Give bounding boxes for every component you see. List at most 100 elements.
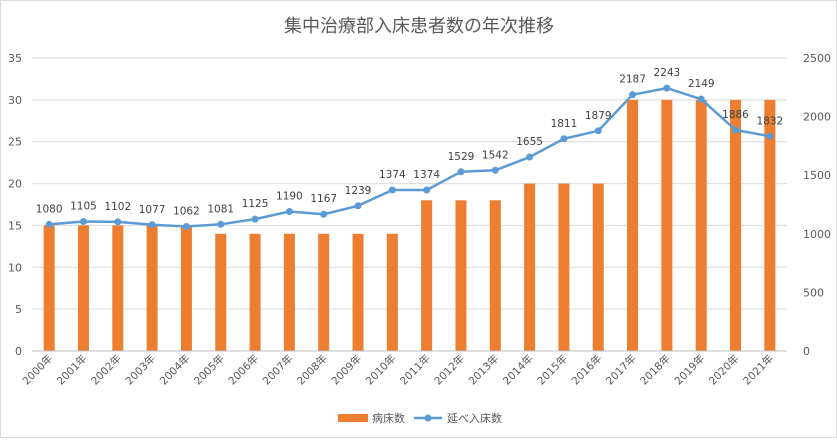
x-tick-label: 2010年 — [363, 352, 399, 388]
y-right-tick-label: 1000 — [803, 228, 831, 241]
series-line — [49, 86, 771, 228]
legend-swatch-bars — [338, 414, 368, 422]
data-label: 1077 — [139, 204, 166, 216]
line-point — [697, 95, 705, 103]
line-point — [251, 215, 259, 223]
x-tick-label: 2020年 — [706, 352, 742, 388]
data-label: 2149 — [688, 78, 715, 90]
y-right-tick-label: 500 — [803, 286, 824, 299]
y-left-tick-label: 35 — [8, 52, 22, 65]
x-tick-label: 2004年 — [157, 352, 193, 388]
bar — [249, 233, 261, 351]
line-point — [594, 127, 602, 135]
x-tick-label: 2014年 — [500, 352, 536, 388]
x-tick-label: 2011年 — [397, 352, 433, 388]
line-point — [45, 220, 53, 228]
data-label: 1374 — [413, 169, 440, 181]
y-left-tick-label: 25 — [8, 136, 22, 149]
bar — [352, 233, 364, 351]
bar — [43, 225, 55, 351]
x-tick-label: 2018年 — [637, 352, 673, 388]
data-label: 2187 — [619, 74, 646, 86]
data-label: 1239 — [345, 185, 372, 197]
bar — [524, 183, 536, 351]
legend: 病床数 延べ入床数 — [338, 411, 502, 425]
line-point — [629, 91, 637, 99]
data-label: 1080 — [36, 203, 63, 215]
data-label: 1102 — [104, 201, 131, 213]
x-tick-label: 2007年 — [260, 352, 296, 388]
data-label: 1542 — [482, 149, 509, 161]
bar — [764, 99, 776, 351]
y-left-tick-label: 0 — [15, 345, 22, 358]
bar — [558, 183, 570, 351]
bar — [386, 233, 398, 351]
x-tick-label: 2015年 — [535, 352, 571, 388]
data-label: 1529 — [448, 151, 475, 163]
line-point — [491, 166, 499, 174]
data-label: 1655 — [516, 136, 543, 148]
bar — [489, 200, 501, 351]
x-tick-label: 2005年 — [191, 352, 227, 388]
bar — [455, 200, 467, 351]
line-point — [182, 223, 190, 231]
data-label: 1832 — [756, 115, 783, 127]
bar — [627, 99, 639, 351]
data-label: 1105 — [70, 200, 97, 212]
y-right-tick-label: 1500 — [803, 169, 831, 182]
line-point — [766, 132, 774, 140]
x-tick-label: 2001年 — [54, 352, 90, 388]
data-label: 1374 — [379, 169, 406, 181]
x-tick-label: 2013年 — [466, 352, 502, 388]
bar — [421, 200, 433, 351]
x-tick-label: 2008年 — [294, 352, 330, 388]
line-point — [320, 210, 328, 218]
line-point — [114, 218, 122, 226]
y-left-tick-label: 15 — [8, 219, 22, 232]
y-left-tick-label: 5 — [15, 303, 22, 316]
bar — [695, 99, 707, 351]
legend-label-bars: 病床数 — [372, 411, 405, 425]
y-left-tick-label: 10 — [8, 261, 22, 274]
line-series — [45, 84, 774, 231]
line-point — [732, 126, 740, 134]
line-point — [526, 153, 534, 161]
data-label: 1879 — [585, 110, 612, 122]
data-label: 1886 — [722, 109, 749, 121]
x-tick-label: 2009年 — [329, 352, 365, 388]
data-labels: 1080 1105 1102 1077 1062 1081 1125 1190 1167 1239… — [36, 67, 783, 217]
y-right-tick-label: 0 — [803, 345, 810, 358]
data-label: 1167 — [310, 193, 337, 205]
line-point — [457, 168, 465, 176]
bar — [215, 233, 227, 351]
legend-marker-line — [424, 414, 432, 422]
x-tick-label: 2003年 — [123, 352, 159, 388]
line-point — [560, 135, 568, 143]
line-point — [663, 84, 671, 92]
x-tick-label: 2019年 — [672, 352, 708, 388]
bar — [77, 225, 89, 351]
y-left-tick-label: 20 — [8, 178, 22, 191]
x-tick-label: 2006年 — [226, 352, 262, 388]
bar — [318, 233, 330, 351]
bar — [283, 233, 295, 351]
bar — [592, 183, 604, 351]
x-tick-label: 2012年 — [432, 352, 468, 388]
bar — [730, 99, 742, 351]
y-right-tick-label: 2500 — [803, 52, 831, 65]
x-tick-label: 2002年 — [88, 352, 124, 388]
line-point — [217, 220, 225, 228]
x-tick-label: 2017年 — [603, 352, 639, 388]
chart-title: 集中治療部入床患者数の年次推移 — [284, 16, 554, 37]
line-point — [79, 217, 87, 225]
y-right-tick-label: 2000 — [803, 111, 831, 124]
line-point — [388, 186, 396, 194]
bar-series — [43, 99, 776, 351]
data-label: 1811 — [551, 118, 578, 130]
bar — [180, 225, 192, 351]
bar — [112, 225, 124, 351]
line-point — [354, 202, 362, 210]
bar — [661, 99, 673, 351]
data-label: 1190 — [276, 191, 303, 203]
